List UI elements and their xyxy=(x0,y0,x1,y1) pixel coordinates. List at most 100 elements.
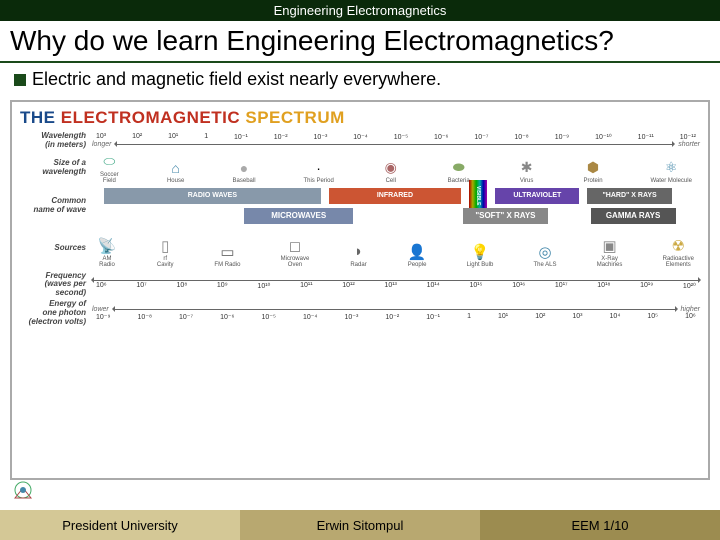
bullet-line: Electric and magnetic field exist nearly… xyxy=(0,63,720,96)
tick: 10¹² xyxy=(342,282,354,290)
energy-label: Energy of one photon (electron volts) xyxy=(20,300,92,326)
energy-ticks: 10⁻⁹10⁻⁸10⁻⁷10⁻⁶10⁻⁵10⁻⁴10⁻³10⁻²10⁻¹110¹… xyxy=(92,313,700,321)
size-icon: ●Baseball xyxy=(233,159,256,184)
size-icon: ◉Cell xyxy=(382,159,400,184)
tick: 10⁻² xyxy=(274,133,288,141)
spectrum-title: THE ELECTROMAGNETIC SPECTRUM xyxy=(20,108,700,128)
footer-right: EEM 1/10 xyxy=(480,510,720,540)
source-icon: ◻Microwave Oven xyxy=(281,237,310,268)
wavelength-axis xyxy=(115,144,674,145)
size-label: Size of a wavelength xyxy=(20,159,92,177)
spectrum-diagram: THE ELECTROMAGNETIC SPECTRUM Wavelength … xyxy=(10,100,710,480)
bullet-text: Electric and magnetic field exist nearly… xyxy=(32,69,441,90)
tick: 10³ xyxy=(96,133,106,141)
frequency-ticks: 10⁶ 10⁷ 10⁸ 10⁹ 10¹⁰ 10¹¹ 10¹² 10¹³ 10¹⁴ 10¹⁵ 10¹⁶… xyxy=(92,282,700,290)
tick: 10⁻³ xyxy=(314,133,328,141)
tick: 10⁻⁵ xyxy=(394,133,408,141)
tick: 10¹⁷ xyxy=(555,282,568,290)
tick: 10¹¹ xyxy=(300,282,312,290)
tick: 10⁻¹² xyxy=(680,133,696,141)
wavelength-label: Wavelength (in meters) xyxy=(20,132,92,150)
energy-right: higher xyxy=(681,306,700,313)
footer-left: President University xyxy=(0,510,240,540)
tick: 10⁻⁷ xyxy=(474,133,488,141)
tick: 10²⁰ xyxy=(683,282,696,290)
tick: 10² xyxy=(535,313,545,321)
tick: 10⁷ xyxy=(136,282,146,290)
tick: 10⁻⁶ xyxy=(220,313,234,321)
wavelength-row: Wavelength (in meters) 10³10²10¹110⁻¹10⁻… xyxy=(20,132,700,150)
tick: 10¹⁴ xyxy=(427,282,440,290)
tick: 10¹⁰ xyxy=(257,282,270,290)
energy-left: lower xyxy=(92,306,109,313)
band: RADIO WAVES xyxy=(104,188,321,204)
tick: 10⁻⁴ xyxy=(353,133,368,141)
tick: 10⁶ xyxy=(685,313,696,321)
tick: 10¹⁵ xyxy=(469,282,482,290)
tick: 10² xyxy=(132,133,142,141)
header-bar: Engineering Electromagnetics xyxy=(0,0,720,21)
tick: 10⁹ xyxy=(217,282,228,290)
page-title: Why do we learn Engineering Electromagne… xyxy=(10,25,614,56)
tick: 10⁻³ xyxy=(344,313,358,321)
tick: 10³ xyxy=(572,313,582,321)
bands-bottom: MICROWAVES"SOFT" X RAYSGAMMA RAYS xyxy=(92,208,700,224)
band: ULTRAVIOLET xyxy=(495,188,579,204)
title-em: ELECTROMAGNETIC xyxy=(61,108,240,127)
source-icon: ◎The ALS xyxy=(534,243,557,268)
source-icon: ▭FM Radio xyxy=(214,243,240,268)
tick: 10¹⁹ xyxy=(640,282,653,290)
tick: 10⁻⁹ xyxy=(96,313,110,321)
footer: President University Erwin Sitompul EEM … xyxy=(0,510,720,540)
band: "SOFT" X RAYS xyxy=(463,208,548,224)
size-row: Size of a wavelength ⬭Soccer Field⌂House… xyxy=(20,152,700,184)
source-icon: 👤People xyxy=(408,243,427,268)
energy-axis xyxy=(113,309,677,310)
tick: 10⁻¹¹ xyxy=(638,133,654,141)
bands-label: Common name of wave xyxy=(20,197,92,215)
tick: 10¹ xyxy=(168,133,178,141)
tick: 10¹⁸ xyxy=(597,282,610,290)
source-icon: ◗Radar xyxy=(350,243,368,268)
tick: 10⁻⁹ xyxy=(555,133,569,141)
source-icon: ☢Radioactive Elements xyxy=(663,237,694,268)
wavelength-ticks: 10³10²10¹110⁻¹10⁻²10⁻³10⁻⁴10⁻⁵10⁻⁶10⁻⁷10… xyxy=(92,133,700,141)
tick: 10⁴ xyxy=(610,313,621,321)
tick: 1 xyxy=(467,313,471,321)
source-icon: 📡AM Radio xyxy=(98,237,116,268)
size-icon: ✱Virus xyxy=(518,159,536,184)
size-icon: ⬢Protein xyxy=(584,159,603,184)
tick: 10⁻⁷ xyxy=(179,313,193,321)
tick: 10⁻² xyxy=(385,313,399,321)
tick: 10⁻⁸ xyxy=(138,313,152,321)
title-the: THE xyxy=(20,108,56,127)
tick: 10¹⁶ xyxy=(512,282,525,290)
tick: 10⁻¹ xyxy=(426,313,440,321)
size-icons: ⬭Soccer Field⌂House●Baseball·This Period… xyxy=(92,152,700,184)
frequency-label: Frequency (waves per second) xyxy=(20,272,92,298)
tick: 10⁻¹⁰ xyxy=(595,133,612,141)
footer-mid: Erwin Sitompul xyxy=(240,510,480,540)
band: "HARD" X RAYS xyxy=(587,188,671,204)
tick: 10⁸ xyxy=(176,282,187,290)
size-icon: ·This Period xyxy=(303,159,333,184)
frequency-axis xyxy=(92,280,700,281)
size-icon: ⬬Bacteria xyxy=(448,159,470,184)
tick: 10⁵ xyxy=(647,313,658,321)
header-text: Engineering Electromagnetics xyxy=(274,3,447,18)
bands-top: RADIO WAVESINFRAREDVISIBLEULTRAVIOLET"HA… xyxy=(92,188,700,204)
source-icon: ▯rf Cavity xyxy=(156,237,174,268)
source-icon: 💡Light Bulb xyxy=(467,243,494,268)
sources-icons: 📡AM Radio ▯rf Cavity ▭FM Radio ◻Microwave O… xyxy=(92,230,700,268)
bands-row: Common name of wave RADIO WAVESINFRAREDV… xyxy=(20,188,700,224)
tick: 10⁻⁴ xyxy=(303,313,318,321)
tick: 10¹³ xyxy=(384,282,396,290)
size-icon: ⌂House xyxy=(167,159,185,184)
tick: 10¹ xyxy=(498,313,508,321)
band: GAMMA RAYS xyxy=(591,208,676,224)
band: INFRARED xyxy=(329,188,461,204)
university-logo xyxy=(8,478,38,508)
size-icon: ⚛Water Molecule xyxy=(650,159,691,184)
sources-label: Sources xyxy=(20,244,92,253)
tick: 10⁶ xyxy=(96,282,107,290)
